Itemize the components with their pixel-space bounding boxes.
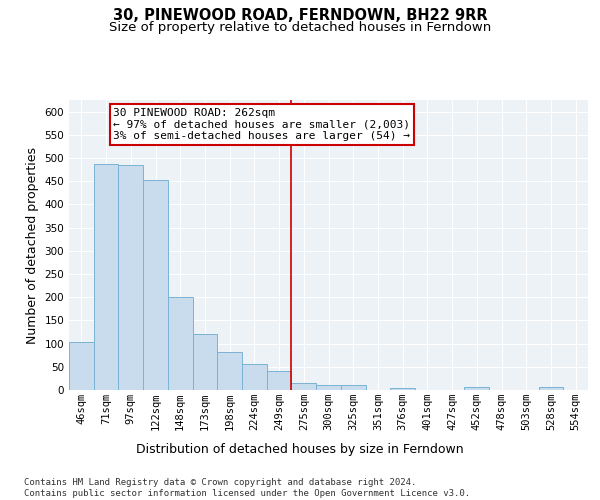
Bar — [94, 164, 118, 390]
Text: 30 PINEWOOD ROAD: 262sqm
← 97% of detached houses are smaller (2,003)
3% of semi: 30 PINEWOOD ROAD: 262sqm ← 97% of detach… — [113, 108, 410, 141]
Text: Distribution of detached houses by size in Ferndown: Distribution of detached houses by size … — [136, 442, 464, 456]
Bar — [143, 180, 168, 390]
Bar — [168, 296, 193, 390]
Bar — [390, 388, 415, 390]
Bar — [242, 364, 267, 390]
Bar — [539, 387, 563, 390]
Bar — [118, 166, 143, 390]
Bar — [292, 383, 316, 390]
Bar — [69, 342, 94, 390]
Y-axis label: Number of detached properties: Number of detached properties — [26, 146, 39, 344]
Bar — [464, 387, 489, 390]
Bar — [267, 372, 292, 390]
Bar — [217, 352, 242, 390]
Text: Contains HM Land Registry data © Crown copyright and database right 2024.
Contai: Contains HM Land Registry data © Crown c… — [24, 478, 470, 498]
Text: 30, PINEWOOD ROAD, FERNDOWN, BH22 9RR: 30, PINEWOOD ROAD, FERNDOWN, BH22 9RR — [113, 8, 487, 22]
Bar — [193, 334, 217, 390]
Text: Size of property relative to detached houses in Ferndown: Size of property relative to detached ho… — [109, 21, 491, 34]
Bar — [316, 386, 341, 390]
Bar — [341, 386, 365, 390]
